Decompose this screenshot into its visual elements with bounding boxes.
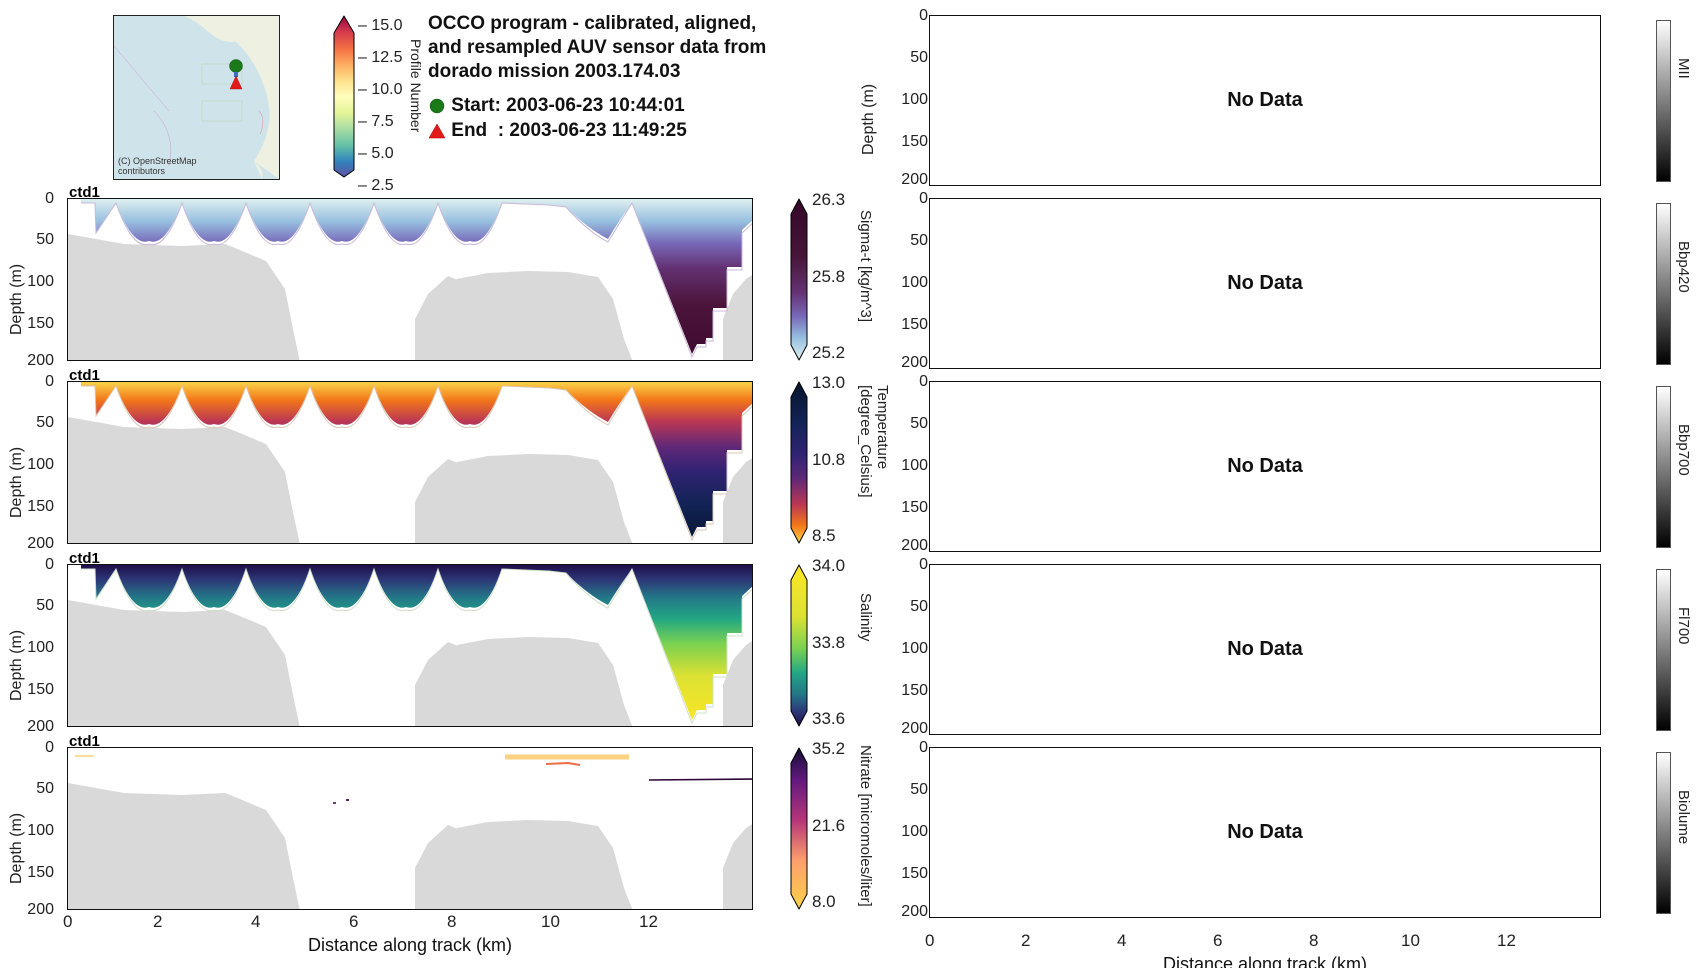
svg-text:contributors: contributors [118, 166, 166, 176]
svg-text:(C) OpenStreetMap: (C) OpenStreetMap [118, 156, 197, 166]
